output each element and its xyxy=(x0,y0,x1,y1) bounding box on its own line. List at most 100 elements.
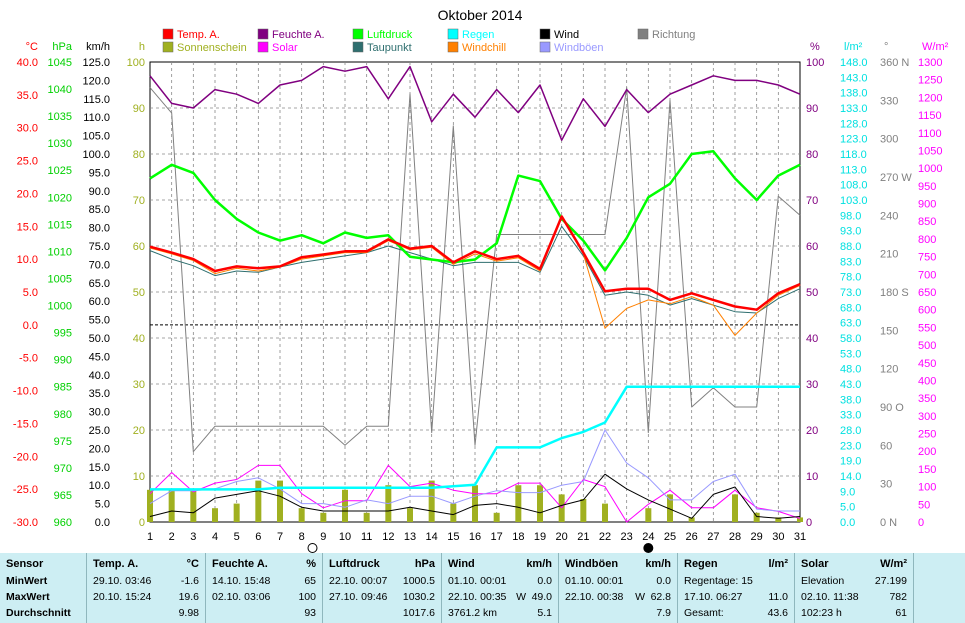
bar-sonnenschein xyxy=(493,512,500,522)
axis-h-tick: 40 xyxy=(133,333,145,345)
axis-wm2-tick: 50 xyxy=(918,499,930,511)
x-tick-day: 12 xyxy=(382,531,394,543)
axis-deg-tick: 210 xyxy=(880,249,898,261)
stats-solar-max-time: 02.10. 11:38 xyxy=(801,591,859,603)
axis-temp-unit: °C xyxy=(26,41,38,53)
axis-temp-tick: 25.0 xyxy=(17,156,38,168)
axis-wm2-tick: 900 xyxy=(918,199,936,211)
axis-h-tick: 30 xyxy=(133,379,145,391)
axis-wm2-tick: 1050 xyxy=(918,145,942,157)
axis-temp-tick: -30.0 xyxy=(13,517,38,529)
axis-pct-tick: 10 xyxy=(806,471,818,483)
bar-sonnenschein xyxy=(407,508,413,522)
stats-rain-unit: l/m² xyxy=(768,558,788,570)
stats-wind-unit: km/h xyxy=(526,558,552,570)
axis-pct-unit: % xyxy=(810,41,820,53)
axis-kmh-tick: 35.0 xyxy=(89,388,110,400)
chart-title: Oktober 2014 xyxy=(438,7,523,23)
series-line-feuchte-a xyxy=(149,65,801,141)
axis-hpa-tick: 990 xyxy=(54,355,72,367)
axis-wm2-tick: 350 xyxy=(918,393,936,405)
axis-temp-tick: 10.0 xyxy=(17,254,38,266)
stats-hum-max: 100 xyxy=(298,591,316,603)
stats-rain-header: Regen xyxy=(684,558,718,570)
x-tick-day: 9 xyxy=(320,531,326,543)
bar-sonnenschein xyxy=(277,480,283,522)
axis-temp-tick: 0.0 xyxy=(23,320,38,332)
axis-lm2-tick: 33.0 xyxy=(840,410,861,422)
x-tick-day: 2 xyxy=(169,531,175,543)
axis-kmh-tick: 40.0 xyxy=(89,370,110,382)
stats-temp-max: 19.6 xyxy=(178,591,199,603)
stats-press-min: 1000.5 xyxy=(402,575,435,587)
axis-lm2-unit: l/m² xyxy=(844,41,863,53)
stats-max-label: MaxWert xyxy=(6,591,50,603)
stats-gust-max: 62.8 xyxy=(650,591,671,603)
axis-wm2-tick: 600 xyxy=(918,305,936,317)
legend-swatch xyxy=(539,28,551,40)
stats-wind-avg: 5.1 xyxy=(537,607,552,619)
axis-deg-tick: 90 O xyxy=(880,402,904,414)
axis-temp-tick: 40.0 xyxy=(17,57,38,69)
stats-solar-elev: 27.199 xyxy=(874,575,907,587)
axis-wm2-tick: 0 xyxy=(918,517,924,529)
stats-press-header: Luftdruck xyxy=(329,558,380,570)
series-line-regen xyxy=(150,385,800,491)
stats-wind-max-dir: W xyxy=(516,591,526,603)
bar-sonnenschein xyxy=(190,489,197,522)
x-tick-day: 24 xyxy=(642,531,654,543)
axis-hpa-tick: 1005 xyxy=(48,273,72,285)
axis-hpa-tick: 1000 xyxy=(48,301,72,313)
axis-lm2-tick: 113.0 xyxy=(840,164,867,176)
axis-kmh-tick: 60.0 xyxy=(89,296,110,308)
stats-hum-unit: % xyxy=(306,558,316,570)
axis-pct-tick: 60 xyxy=(806,241,818,253)
axis-lm2-tick: 138.0 xyxy=(840,88,868,100)
stats-press-max-time: 27.10. 09:46 xyxy=(329,591,388,603)
legend-label: Luftdruck xyxy=(367,29,413,41)
stats-hum-min-time: 14.10. 15:48 xyxy=(212,575,271,587)
axis-kmh-tick: 90.0 xyxy=(89,186,110,198)
axis-deg-tick: 120 xyxy=(880,364,898,376)
legend-swatch xyxy=(447,28,459,40)
axis-deg-tick: 150 xyxy=(880,325,898,337)
axis-h-tick: 70 xyxy=(133,195,145,207)
series-line-taupunkt xyxy=(149,225,801,314)
bar-sonnenschein xyxy=(732,494,738,522)
axis-wm2-tick: 650 xyxy=(918,287,936,299)
axis-kmh-tick: 25.0 xyxy=(89,425,110,437)
axis-lm2-tick: 83.0 xyxy=(840,256,861,268)
stats-hum-min: 65 xyxy=(304,575,316,587)
axis-wm2-tick: 1250 xyxy=(918,75,942,87)
x-tick-day: 18 xyxy=(512,531,524,543)
bar-sonnenschein xyxy=(147,489,153,522)
axis-deg-tick: 360 N xyxy=(880,57,909,69)
x-tick-day: 25 xyxy=(664,531,676,543)
x-tick-day: 6 xyxy=(255,531,261,543)
stats-solar-max: 782 xyxy=(889,591,907,603)
bar-sonnenschein xyxy=(797,517,803,522)
stats-wind-min-time: 01.10. 00:01 xyxy=(448,575,507,587)
x-tick-day: 10 xyxy=(339,531,351,543)
stats-press-col: Luftdruck hPa 22.10. 00:07 1000.5 27.10. … xyxy=(323,553,442,623)
stats-temp-avg: 9.98 xyxy=(178,607,199,619)
axis-wm2-tick: 100 xyxy=(918,482,936,494)
axis-hpa-tick: 1025 xyxy=(48,165,72,177)
axis-lm2-tick: 78.0 xyxy=(840,272,861,284)
stats-gust-max-time: 22.10. 00:38 xyxy=(565,591,624,603)
axis-lm2-tick: 143.0 xyxy=(840,72,868,84)
axis-kmh-tick: 20.0 xyxy=(89,443,110,455)
legend-label: Wind xyxy=(554,29,579,41)
stats-gust-header: Windböen xyxy=(565,558,619,570)
stats-temp-unit: °C xyxy=(186,558,199,570)
legend-swatch xyxy=(539,41,551,53)
stats-rain-max-time: 17.10. 06:27 xyxy=(684,591,743,603)
axis-h-tick: 80 xyxy=(133,149,145,161)
axis-lm2-tick: 133.0 xyxy=(840,103,868,115)
axis-lm2-tick: 118.0 xyxy=(840,149,867,161)
stats-press-avg: 1017.6 xyxy=(402,607,435,619)
axis-lm2-tick: 128.0 xyxy=(840,118,868,130)
axis-temp-tick: -10.0 xyxy=(13,386,38,398)
axis-kmh-tick: 70.0 xyxy=(89,259,110,271)
legend: Temp. A. Feuchte A. Luftdruck Wind Regen Rich… xyxy=(162,28,695,54)
